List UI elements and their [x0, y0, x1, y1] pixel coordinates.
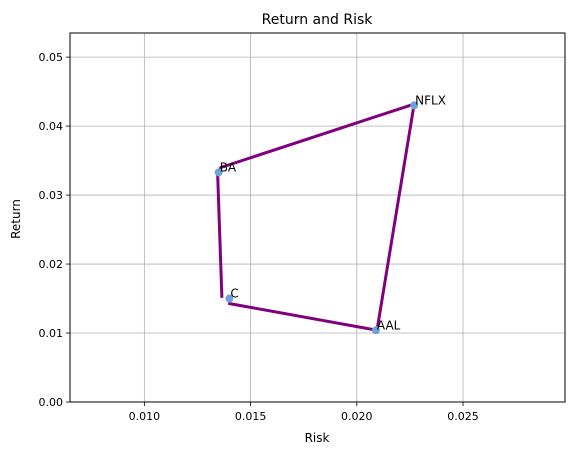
y-axis-ticks: 0.00 0.01 0.02 0.03 0.04 0.05 — [39, 51, 70, 409]
x-axis-ticks: 0.010 0.015 0.020 0.025 — [129, 402, 479, 423]
series-line — [216, 102, 416, 332]
x-tick-label: 0.010 — [129, 410, 161, 423]
x-tick-label: 0.025 — [447, 410, 479, 423]
y-tick-label: 0.03 — [39, 189, 64, 202]
point-label-ba: BA — [220, 160, 237, 174]
data-point-aal — [371, 326, 380, 335]
chart-title: Return and Risk — [262, 12, 374, 28]
x-tick-label: 0.020 — [341, 410, 373, 423]
data-point-c — [225, 294, 234, 303]
y-tick-label: 0.01 — [39, 327, 64, 340]
y-tick-label: 0.04 — [39, 120, 64, 133]
y-tick-label: 0.05 — [39, 51, 64, 64]
point-label-c: C — [230, 287, 238, 301]
y-tick-label: 0.02 — [39, 258, 64, 271]
point-labels: NFLX BA C AAL — [220, 93, 446, 332]
data-point-ba — [214, 168, 223, 177]
point-label-nflx: NFLX — [415, 93, 446, 107]
y-axis-label: Return — [9, 199, 23, 239]
x-tick-label: 0.015 — [235, 410, 267, 423]
grid-lines — [70, 33, 565, 403]
y-tick-label: 0.00 — [39, 396, 64, 409]
data-points — [214, 101, 419, 335]
data-point-nflx — [410, 101, 419, 110]
plot-frame — [69, 32, 566, 403]
x-axis-label: Risk — [305, 431, 330, 445]
point-label-aal: AAL — [377, 318, 401, 332]
